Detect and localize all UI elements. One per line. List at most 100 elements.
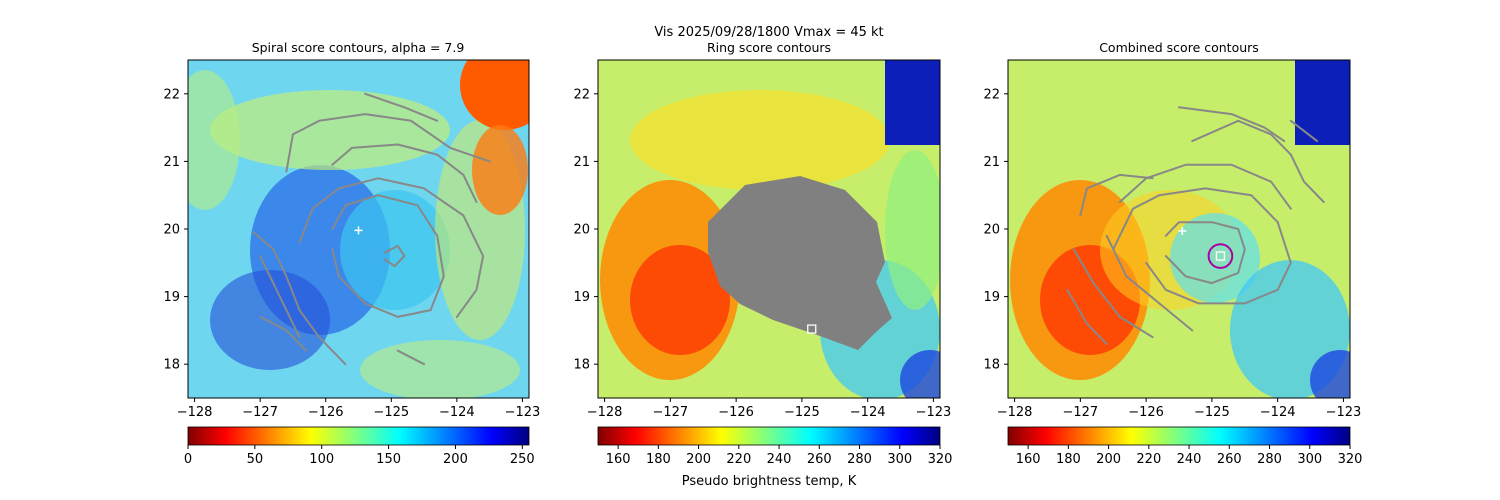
x-tick-label-spiral: −125	[373, 405, 409, 420]
heatmap-blob-navy-corner	[1295, 60, 1350, 145]
contours-spiral	[252, 92, 491, 366]
contour-line	[1105, 234, 1194, 332]
ring-mask	[708, 176, 892, 350]
heatmap-blob-orange-edge	[472, 125, 528, 215]
x-tick-label-ring: −125	[784, 405, 820, 420]
colorbar-tick-label-combined: 200	[1096, 452, 1121, 467]
colorbar-tick-label-ring: 320	[928, 452, 953, 467]
heatmap-blob-cyan-eye	[1170, 213, 1260, 303]
colorbar-ticks-ring: 160 180 200 220 240 260 280 300 320	[606, 445, 953, 467]
heatmap-blob-yellow-west	[188, 70, 240, 210]
colorbar-tick-label-spiral: 200	[443, 452, 468, 467]
colorbar-tick-label-ring: 220	[726, 452, 751, 467]
contour-line	[1118, 163, 1292, 210]
y-tick-label-spiral: 22	[163, 87, 180, 102]
contour-line	[1079, 173, 1154, 217]
heatmap-blob-green-east	[885, 150, 940, 310]
contour-line	[1289, 119, 1319, 143]
contour-line	[285, 113, 491, 173]
heatmap-blob-navy-corner	[885, 60, 940, 145]
contour-line	[331, 194, 445, 318]
x-tick-label-combined: −124	[1260, 405, 1296, 420]
heatmap-blob-yellow-north	[210, 90, 450, 170]
image-layer-spiral	[188, 60, 529, 398]
colorbar-tick-label-ring: 280	[847, 452, 872, 467]
contours-combined	[1066, 106, 1325, 345]
x-tick-label-combined: −123	[1326, 405, 1362, 420]
contour-line	[1112, 187, 1292, 305]
contour-line	[252, 231, 347, 366]
x-tick-label-ring: −128	[587, 405, 623, 420]
heatmap-blob-yellow-north	[630, 90, 890, 190]
contour-line	[1178, 106, 1286, 143]
y-tick-label-spiral: 21	[163, 155, 180, 170]
markers-ring	[807, 324, 817, 334]
heatmap-blob-yellow-south	[360, 340, 520, 398]
ticks-ring: −128 −127 −126 −125 −124 −123 18 19 20 21 22	[573, 87, 951, 420]
colorbar-tick-label-combined: 300	[1297, 452, 1322, 467]
colorbar-combined	[1007, 426, 1351, 446]
y-tick-label-combined: 22	[983, 87, 1000, 102]
x-tick-label-combined: −126	[1128, 405, 1164, 420]
contour-line	[396, 349, 426, 366]
contour-line	[1164, 221, 1246, 285]
colorbar-tick-label-combined: 320	[1338, 452, 1363, 467]
x-tick-label-spiral: −123	[505, 405, 541, 420]
heatmap-blob-red-band	[630, 245, 730, 355]
x-tick-label-spiral: −127	[242, 405, 278, 420]
panel-ring: Ring score contours −128 −127 −126 −125 −124…	[573, 40, 953, 489]
x-tick-label-combined: −125	[1194, 405, 1230, 420]
colorbar-tick-label-combined: 220	[1136, 452, 1161, 467]
x-tick-label-spiral: −126	[308, 405, 344, 420]
contour-line	[364, 92, 439, 122]
panel-title-ring: Ring score contours	[707, 40, 831, 55]
colorbar-ring	[597, 426, 941, 446]
ticks-spiral: −128 −127 −126 −125 −124 −123 18 19 20 21 22	[163, 87, 540, 420]
markers-spiral	[354, 226, 363, 235]
x-tick-label-ring: −126	[718, 405, 754, 420]
y-tick-label-combined: 18	[983, 358, 1000, 373]
contour-line	[1066, 288, 1108, 345]
colorbar-tick-label-combined: 160	[1016, 452, 1041, 467]
contour-line	[383, 244, 406, 268]
cross-marker	[354, 226, 363, 235]
y-tick-label-ring: 22	[573, 87, 590, 102]
x-tick-label-spiral: −124	[439, 405, 475, 420]
colorbar-tick-label-ring: 160	[606, 452, 631, 467]
x-tick-label-spiral: −128	[177, 405, 213, 420]
center-marker	[1215, 251, 1226, 261]
image-layer-combined	[1008, 60, 1350, 398]
heatmap-blob-cyan-eye	[340, 190, 450, 310]
image-layer-ring	[598, 60, 940, 398]
panel-title-spiral: Spiral score contours, alpha = 7.9	[252, 40, 465, 55]
y-tick-label-ring: 19	[573, 290, 590, 305]
contour-line	[298, 177, 485, 318]
colorbar-tick-label-ring: 300	[887, 452, 912, 467]
colorbar-tick-label-spiral: 250	[510, 452, 535, 467]
colorbar-tick-label-ring: 180	[646, 452, 671, 467]
center-circle	[1207, 243, 1234, 269]
x-tick-label-combined: −128	[997, 405, 1033, 420]
panel-combined: Combined score contours −128 −127 −126 −125…	[983, 40, 1363, 467]
heatmap-blob-blue-band	[210, 270, 330, 370]
colorbar-tick-label-combined: 260	[1217, 452, 1242, 467]
y-tick-label-spiral: 18	[163, 358, 180, 373]
contour-line	[1072, 248, 1154, 339]
colorbar-tick-label-combined: 180	[1056, 452, 1081, 467]
x-tick-label-ring: −124	[850, 405, 886, 420]
y-tick-label-ring: 20	[573, 223, 590, 238]
colorbar-label: Pseudo brightness temp, K	[682, 474, 857, 489]
colorbar-tick-label-spiral: 0	[184, 452, 192, 467]
contour-line	[331, 143, 478, 203]
contour-line	[1191, 119, 1325, 203]
colorbar-tick-label-combined: 280	[1257, 452, 1282, 467]
colorbar-tick-label-spiral: 50	[247, 452, 264, 467]
cross-marker	[1178, 227, 1187, 236]
suptitle: Vis 2025/09/28/1800 Vmax = 45 kt	[654, 25, 883, 40]
y-tick-label-ring: 18	[573, 358, 590, 373]
y-tick-label-spiral: 20	[163, 223, 180, 238]
x-tick-label-combined: −127	[1062, 405, 1098, 420]
colorbar-tick-label-ring: 240	[767, 452, 792, 467]
heatmap-blob-blue-edge	[900, 350, 940, 398]
